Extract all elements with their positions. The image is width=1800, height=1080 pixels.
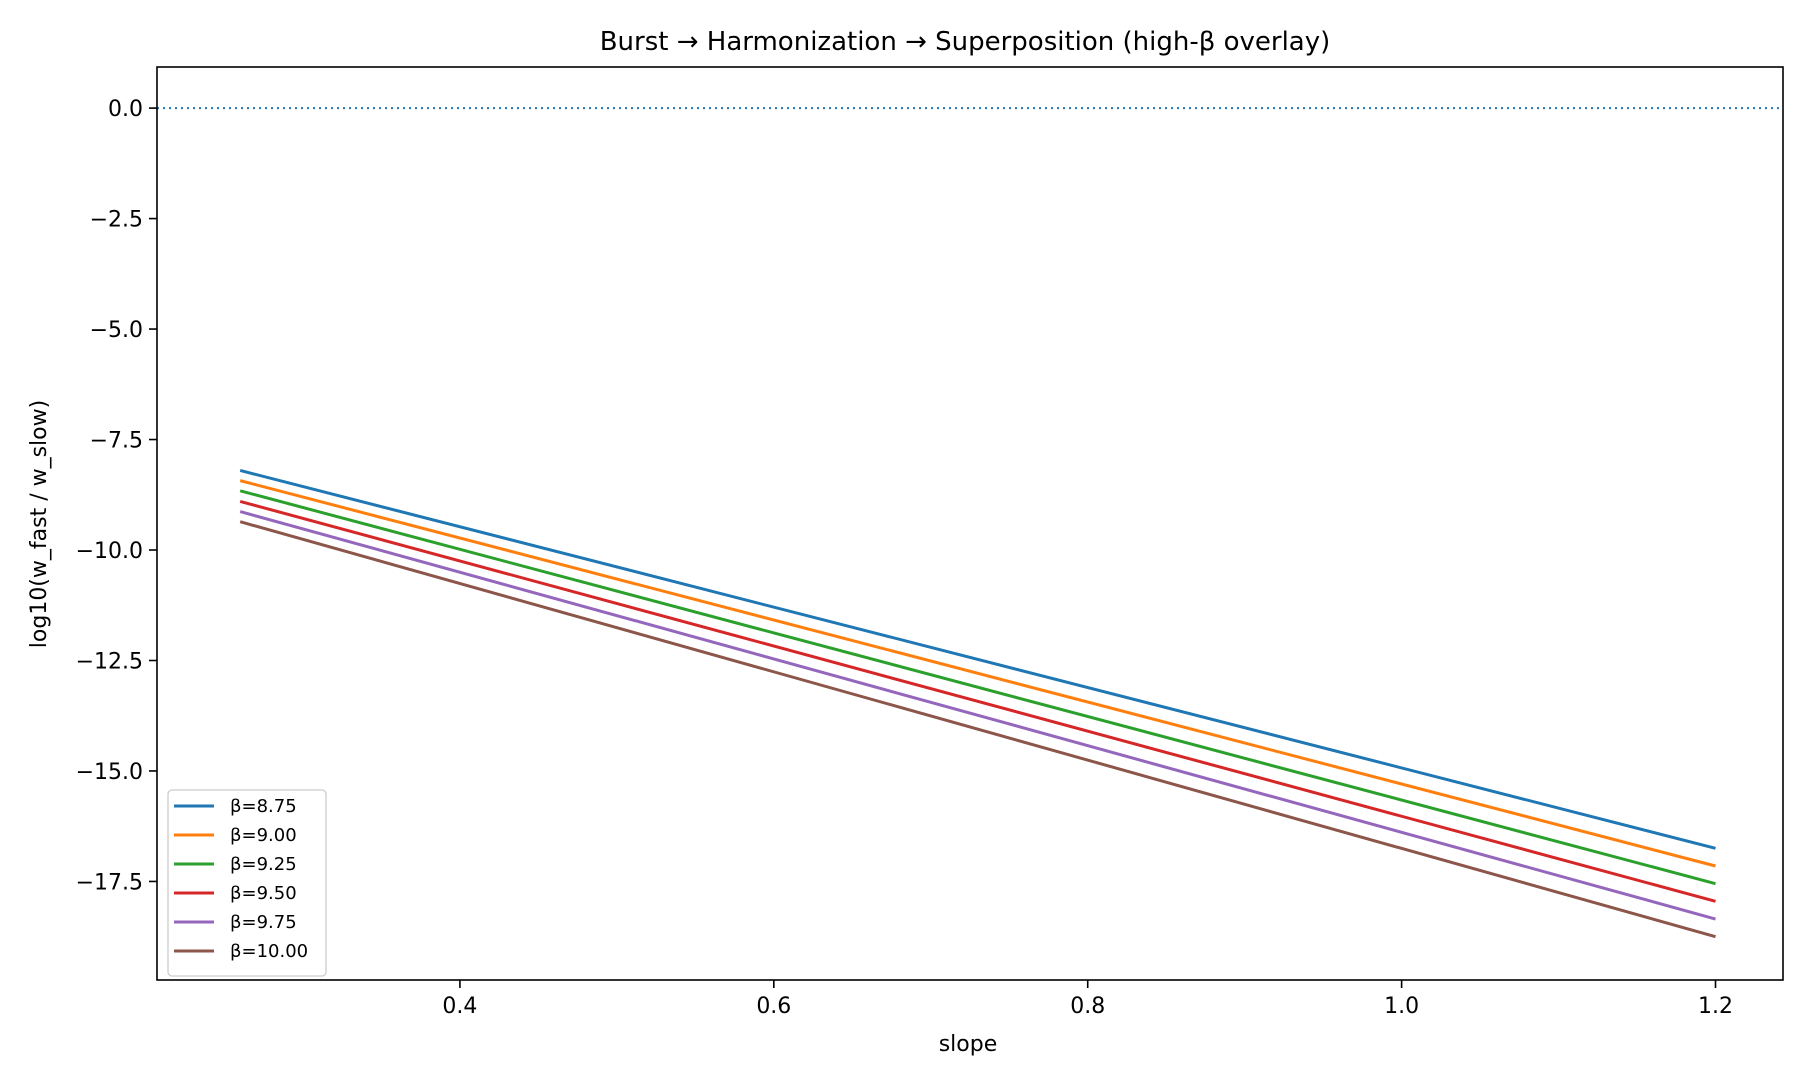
y-tick-label: −2.5 [90, 208, 143, 233]
legend-label: β=8.75 [230, 796, 297, 817]
x-tick-label: 0.4 [442, 994, 477, 1019]
legend: β=8.75 β=9.00 β=9.25 β=9.50 β=9.75 β=10.00 [167, 789, 327, 977]
legend-label: β=9.50 [230, 883, 297, 904]
y-axis-label: log10(w_fast / w_slow) [27, 400, 52, 648]
plot-area [157, 107, 1783, 939]
y-tick-label: −10.0 [76, 539, 143, 564]
x-tick-label: 1.2 [1698, 994, 1733, 1019]
legend-label: β=9.00 [230, 825, 297, 846]
y-tick-label: −15.0 [76, 760, 143, 785]
chart-title: Burst → Harmonization → Superposition (h… [600, 27, 1331, 57]
x-tick-label: 0.6 [756, 994, 791, 1019]
series-line-1 [239, 469, 1716, 850]
series-line-4 [239, 499, 1716, 903]
legend-label: β=10.00 [230, 941, 308, 962]
y-tick-label: −17.5 [76, 870, 143, 895]
x-axis: 0.4 0.6 0.8 1.0 1.2 [442, 980, 1733, 1019]
axes-frame [156, 66, 1784, 981]
series-line-3 [239, 489, 1716, 886]
series-line-6 [239, 520, 1716, 939]
x-axis-label: slope [939, 1032, 998, 1057]
y-tick-label: −12.5 [76, 649, 143, 674]
series-line-2 [239, 479, 1716, 868]
x-tick-label: 0.8 [1070, 994, 1105, 1019]
y-axis: 0.0 −2.5 −5.0 −7.5 −10.0 −12.5 −15.0 −17.5 [76, 97, 157, 895]
x-tick-label: 1.0 [1384, 994, 1419, 1019]
y-tick-label: 0.0 [108, 97, 143, 122]
series-line-5 [239, 510, 1716, 921]
y-tick-label: −5.0 [90, 318, 143, 343]
legend-label: β=9.25 [230, 854, 297, 875]
y-tick-label: −7.5 [90, 429, 143, 454]
legend-label: β=9.75 [230, 912, 297, 933]
